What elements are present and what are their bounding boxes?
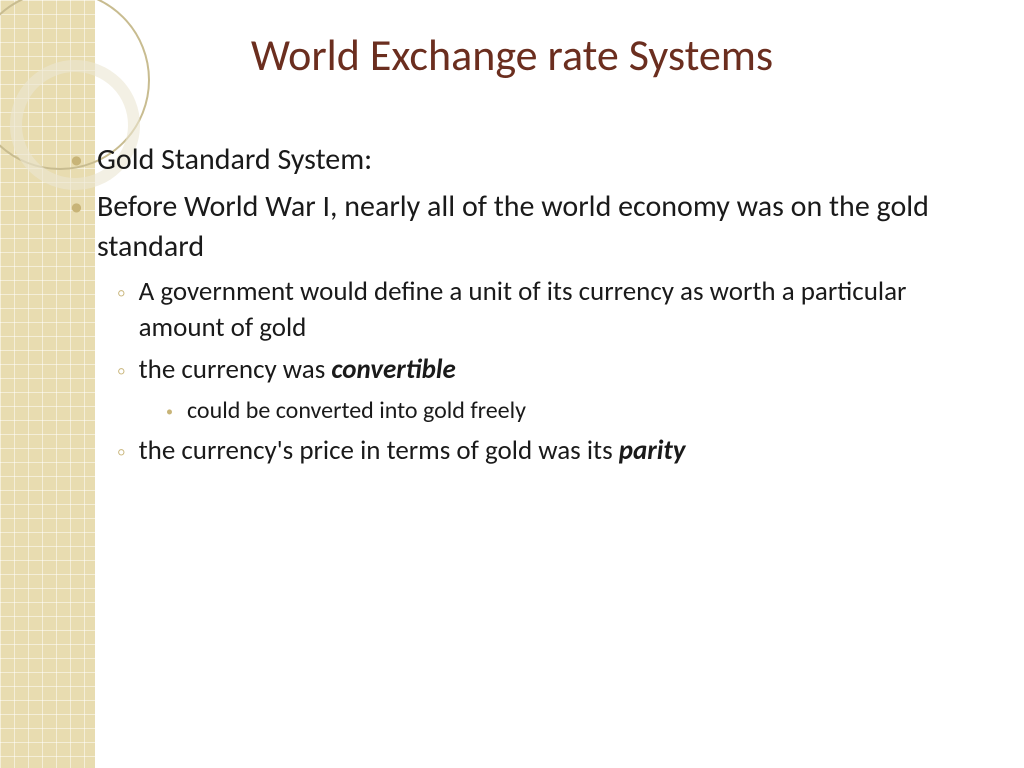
bullet-text: the currency was convertible xyxy=(139,352,456,388)
bullet-text-em: parity xyxy=(619,434,686,467)
bullet-icon: • xyxy=(70,189,83,224)
bullet-text: A government would define a unit of its … xyxy=(139,274,990,347)
list-item: ○ A government would define a unit of it… xyxy=(118,274,990,347)
bullet-icon: • xyxy=(70,142,83,177)
list-item: • Gold Standard System: xyxy=(70,140,990,181)
bullet-icon: ○ xyxy=(118,364,125,380)
slide-body: • Gold Standard System: • Before World W… xyxy=(70,140,990,476)
bullet-icon: • xyxy=(166,403,173,422)
list-item: • Before World War I, nearly all of the … xyxy=(70,187,990,268)
bullet-icon: ○ xyxy=(118,445,125,461)
bullet-text: Gold Standard System: xyxy=(97,140,372,181)
bullet-text: the currency's price in terms of gold wa… xyxy=(139,433,686,469)
list-item: ○ the currency's price in terms of gold … xyxy=(118,433,990,469)
slide-title: World Exchange rate Systems xyxy=(0,28,1024,82)
bullet-icon: ○ xyxy=(118,286,125,302)
bullet-text: Before World War I, nearly all of the wo… xyxy=(97,187,990,268)
bullet-text-em: convertible xyxy=(331,353,455,386)
bullet-text-pre: the currency's price in terms of gold wa… xyxy=(139,434,619,467)
bullet-text: could be converted into gold freely xyxy=(187,395,526,427)
list-item: ○ the currency was convertible xyxy=(118,352,990,388)
bullet-text-pre: the currency was xyxy=(139,353,332,386)
list-item: • could be converted into gold freely xyxy=(166,395,990,427)
